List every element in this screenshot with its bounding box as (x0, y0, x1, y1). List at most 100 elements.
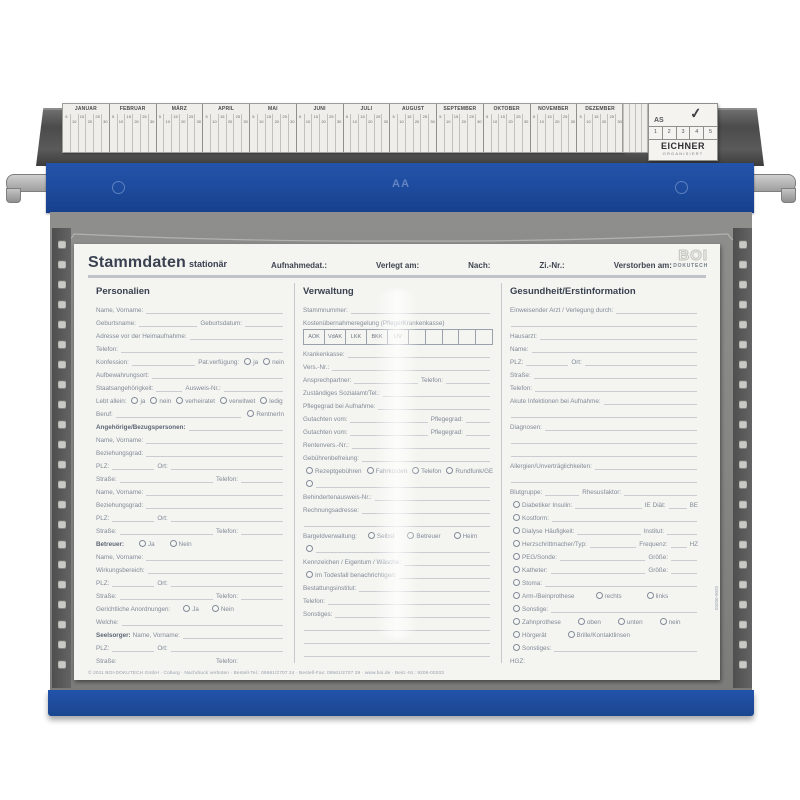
radio-label: Rezeptgebühren (315, 468, 362, 475)
day-tick: 10 (163, 114, 171, 152)
fill-line (550, 565, 646, 574)
field-label: PLZ: (96, 580, 110, 587)
radio-label: nein (159, 398, 172, 405)
radio-label: oben (586, 619, 601, 626)
field-label: Rentenvers.-Nr.: (303, 442, 349, 449)
form-row: Name, Vorname: (96, 484, 286, 497)
form-row: Katheter: Größe: (510, 562, 700, 575)
form-row (303, 632, 493, 645)
form-row: Bestattungsinstitut: (303, 580, 493, 593)
form-row: Welche: (96, 614, 286, 627)
header-rule (88, 275, 706, 278)
day-tick: 20 (272, 114, 280, 152)
fill-line (335, 609, 490, 618)
form-row: Sonstige: (510, 601, 700, 614)
day-tick: 15 (498, 114, 506, 152)
day-tick: 10 (490, 114, 499, 152)
field-label: PLZ: (510, 359, 524, 366)
form-row: Name, Vorname: (96, 302, 286, 315)
form-row: Staatsangehörigkeit: Ausweis-Nr.: (96, 380, 286, 393)
fill-line (466, 414, 490, 423)
day-tick: 25 (513, 114, 522, 152)
form-row: Beruf: RentnerIn (96, 406, 286, 419)
fill-line (170, 578, 283, 587)
punch-strip-right (733, 228, 752, 688)
radio-label: Zahnprothese (522, 619, 561, 626)
day-tick: 25 (420, 114, 428, 152)
month-label: NOVEMBER (538, 106, 569, 112)
day-tick: 25 (139, 114, 148, 152)
header-field-label: Verlegt am: (376, 261, 420, 270)
fill-line (151, 370, 283, 379)
logo-wordmark: BOI (678, 247, 708, 264)
field-label: Telefon: (420, 377, 443, 384)
punch-hole (738, 640, 747, 648)
field-label: Welche: (96, 619, 119, 626)
form-row: Kostform: (510, 510, 700, 523)
fill-line (544, 578, 697, 587)
day-tick: 30 (100, 114, 109, 152)
field-label: Gebührenbefreiung: (303, 455, 360, 462)
radio-label: Hörgerät (522, 632, 547, 639)
punch-hole (738, 280, 747, 288)
field-label: Telefon: (96, 346, 119, 353)
punch-hole (57, 620, 66, 628)
day-tick: 30 (381, 114, 389, 152)
calendar-strip: JANUAR 5 10 15 20 25 30 FEBRUAR 5 10 15 20 25 30 MÄRZ 5… (62, 103, 624, 153)
form-row: Telefon: (303, 593, 493, 606)
form-row: Name, Vorname: (96, 432, 286, 445)
punch-hole (738, 440, 747, 448)
radio-icon (513, 527, 520, 534)
field-label: Kostenübernahmeregelung (Pflege/Krankenk… (303, 320, 445, 327)
month-day-ticks: 5 10 15 20 25 30 (531, 114, 577, 152)
day-tick: 15 (124, 114, 132, 152)
fill-line (156, 383, 183, 392)
form-row (510, 445, 700, 458)
day-tick: 15 (171, 114, 179, 152)
form-row: Hörgerät Brille/Kontaktlinsen (510, 627, 700, 640)
field-label: Seelsorger: (96, 632, 131, 639)
form-row: Stoma: (510, 575, 700, 588)
field-label: Telefon: (215, 593, 238, 600)
day-tick: 20 (506, 114, 514, 152)
radio-label: unten (626, 619, 643, 626)
month-day-ticks: 5 10 15 20 25 30 (110, 114, 156, 152)
form-row: Konfession: Pat.verfügung: ja nein (96, 354, 286, 367)
fill-line (241, 591, 283, 600)
fill-line (146, 487, 283, 496)
check-mark-icon: ✓ (689, 104, 703, 122)
form-row: Zahnprothese oben unten nein (510, 614, 700, 627)
field-label: Vers.-Nr.: (303, 364, 330, 371)
form-row: Aufbewahrungsort: (96, 367, 286, 380)
day-tick: 20 (178, 114, 187, 152)
radio-label: Im Todesfall benachrichtigen: (315, 572, 397, 579)
day-tick: 30 (474, 114, 483, 152)
field-label: Häufigkeit: (544, 528, 575, 535)
punch-hole (57, 240, 66, 248)
fill-line (533, 370, 697, 379)
punch-hole (57, 360, 66, 368)
as-number: 3 (675, 127, 690, 139)
field-label: Adresse vor der Heimaufnahme: (96, 333, 187, 340)
radio-label: Sonstiges: (522, 645, 552, 652)
field-label: Akute Infektionen bei Aufnahme: (510, 398, 601, 405)
month-label: DEZEMBER (585, 106, 615, 112)
form-row (303, 645, 493, 658)
fill-line (544, 422, 697, 431)
form-row: Beziehungsgrad: (96, 445, 286, 458)
as-row: AS ✓ (649, 104, 717, 126)
day-tick: 5 (65, 114, 68, 119)
form-row: Kostenübernahmeregelung (Pflege/Krankenk… (303, 315, 493, 328)
field-label: Pat.verfügung: (198, 359, 240, 366)
radio-label: Nein (178, 541, 192, 548)
radio-label: ledig (269, 398, 283, 405)
day-tick: 30 (615, 114, 623, 152)
month-day-ticks: 5 10 15 20 25 30 (437, 114, 483, 152)
punch-hole (57, 480, 66, 488)
punch-hole (738, 240, 747, 248)
field-label: Gutachten vom: (303, 429, 348, 436)
fill-line (667, 526, 697, 535)
insurer-cell: AOK (304, 330, 325, 344)
form-column: Verwaltung Stammnummer: Kostenübernahmereg… (294, 283, 501, 663)
radio-icon (306, 480, 313, 487)
